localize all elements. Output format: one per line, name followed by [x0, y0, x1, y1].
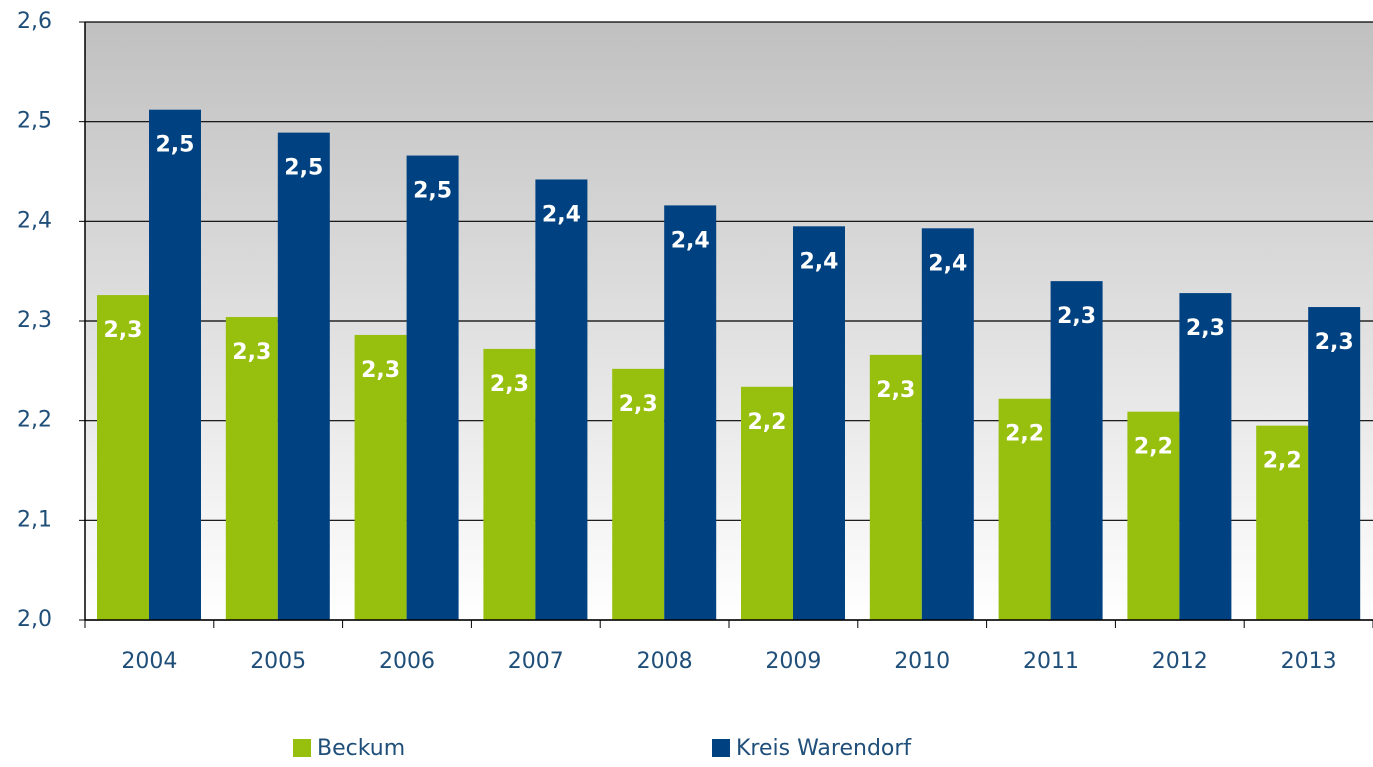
x-tick-label: 2011 [1023, 649, 1079, 674]
bar [1050, 281, 1103, 620]
value-label: 2,3 [1057, 304, 1096, 329]
bar [612, 368, 665, 620]
bar [1127, 411, 1180, 620]
bar [1308, 307, 1361, 620]
value-label: 2,4 [928, 251, 967, 276]
x-tick-label: 2007 [508, 649, 564, 674]
bar [664, 205, 717, 621]
value-label: 2,3 [490, 372, 529, 397]
x-tick-label: 2010 [894, 649, 950, 674]
x-tick-label: 2012 [1152, 649, 1208, 674]
legend-swatch [293, 739, 311, 757]
y-tick-label: 2,3 [17, 308, 52, 333]
x-tick-label: 2013 [1281, 649, 1337, 674]
bar [277, 132, 330, 620]
bar [793, 226, 845, 621]
y-tick-label: 2,1 [17, 507, 52, 532]
bar [869, 354, 922, 620]
value-label: 2,3 [232, 340, 271, 365]
value-label: 2,5 [413, 179, 452, 204]
bar [535, 179, 588, 620]
value-label: 2,4 [800, 249, 839, 274]
legend-swatch [712, 739, 730, 757]
value-label: 2,3 [1186, 316, 1225, 341]
value-label: 2,4 [671, 228, 710, 253]
value-label: 2,2 [1134, 435, 1173, 460]
bar [921, 228, 974, 620]
value-label: 2,3 [104, 318, 143, 343]
value-label: 2,3 [876, 378, 915, 403]
bar [1179, 293, 1232, 620]
y-tick-label: 2,0 [17, 607, 52, 632]
x-tick-label: 2009 [765, 649, 821, 674]
value-label: 2,3 [619, 392, 658, 417]
bar [998, 398, 1051, 620]
bar [483, 348, 536, 620]
value-label: 2,4 [542, 202, 581, 227]
value-label: 2,2 [748, 410, 787, 435]
x-tick-label: 2004 [121, 649, 177, 674]
y-tick-label: 2,2 [17, 408, 52, 433]
bar [741, 386, 793, 620]
legend-label: Beckum [317, 736, 405, 761]
x-tick-label: 2005 [250, 649, 306, 674]
value-label: 2,2 [1263, 449, 1302, 474]
bar [97, 295, 149, 620]
bar [149, 109, 201, 620]
bar [1256, 425, 1309, 620]
value-label: 2,2 [1005, 422, 1044, 447]
y-tick-label: 2,6 [17, 9, 52, 34]
bar [225, 317, 278, 620]
legend-label: Kreis Warendorf [736, 736, 912, 761]
value-label: 2,3 [1315, 330, 1354, 355]
bar [354, 334, 407, 620]
y-tick-label: 2,4 [17, 208, 52, 233]
x-tick-label: 2008 [637, 649, 693, 674]
value-label: 2,5 [284, 156, 323, 181]
value-label: 2,3 [361, 358, 400, 383]
y-tick-label: 2,5 [17, 109, 52, 134]
bar [406, 155, 459, 620]
x-tick-label: 2006 [379, 649, 435, 674]
value-label: 2,5 [156, 133, 195, 158]
